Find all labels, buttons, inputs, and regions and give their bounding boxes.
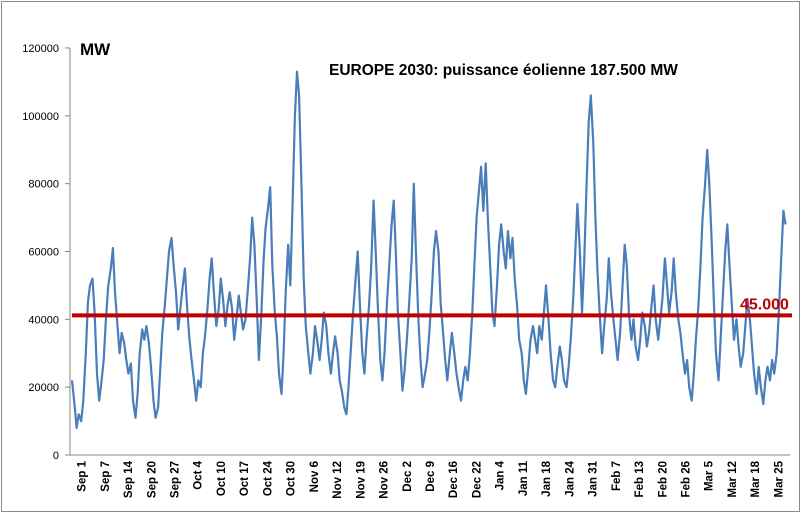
x-tick-label: Mar 18 — [750, 460, 762, 497]
x-tick-label: Oct 4 — [193, 460, 205, 489]
x-tick-label: Feb 7 — [611, 461, 623, 491]
x-tick-label: Nov 12 — [332, 461, 344, 499]
y-tick-label: 120000 — [22, 43, 59, 55]
x-tick-label: Mar 5 — [704, 460, 716, 491]
x-tick-label: Dec 9 — [425, 461, 437, 492]
x-tick-label: Sep 20 — [146, 461, 158, 498]
x-axis: Sep 1 Sep 7 Sep 14 Sep 20 Sep 27 Oct 4 Oct 10 O… — [77, 460, 786, 498]
y-tick-label: 100000 — [22, 111, 59, 123]
y-axis: 0 20000 40000 60000 80000 100000 120000 — [22, 43, 790, 462]
x-tick-label: Sep 1 — [77, 460, 89, 491]
x-tick-label: Dec 22 — [471, 461, 483, 498]
x-tick-label: Mar 25 — [773, 460, 785, 497]
y-tick-label: 40000 — [28, 314, 59, 326]
x-tick-label: Oct 30 — [286, 461, 298, 496]
x-tick-label: Oct 10 — [216, 461, 228, 496]
y-unit-label: MW — [80, 40, 111, 59]
x-tick-label: Jan 24 — [564, 460, 576, 496]
x-tick-label: Sep 7 — [100, 461, 112, 492]
x-tick-label: Sep 14 — [123, 460, 135, 498]
x-tick-label: Nov 19 — [355, 461, 367, 499]
reference-line-label: 45.000 — [740, 296, 789, 313]
y-tick-label: 0 — [53, 450, 59, 462]
x-tick-label: Feb 13 — [634, 461, 646, 497]
y-tick-label: 60000 — [28, 247, 59, 259]
y-tick-label: 80000 — [28, 179, 59, 191]
x-tick-label: Jan 11 — [518, 460, 530, 496]
x-tick-label: Nov 26 — [379, 461, 391, 499]
x-tick-label: Feb 20 — [657, 461, 669, 497]
x-tick-label: Mar 12 — [727, 461, 739, 497]
x-tick-label: Nov 6 — [309, 461, 321, 492]
chart-title: EUROPE 2030: puissance éolienne 187.500 … — [329, 62, 678, 79]
x-tick-label: Feb 26 — [680, 461, 692, 497]
x-tick-label: Sep 27 — [170, 461, 182, 498]
y-tick-label: 20000 — [28, 382, 59, 394]
x-tick-label: Dec 16 — [448, 461, 460, 498]
series-line-wind-power — [70, 70, 787, 429]
x-tick-label: Jan 18 — [541, 460, 553, 496]
x-tick-label: Jan 31 — [588, 460, 600, 496]
x-tick-label: Oct 17 — [239, 461, 251, 496]
x-tick-label: Jan 4 — [495, 460, 507, 490]
x-tick-label: Dec 2 — [402, 461, 414, 492]
x-tick-label: Oct 24 — [262, 460, 274, 496]
